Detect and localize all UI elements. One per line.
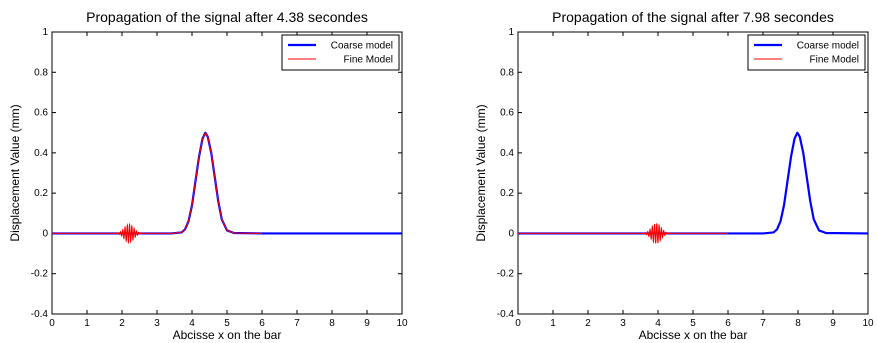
chart-1-legend (281, 34, 400, 71)
chart-1-xtick-label: 0 (49, 318, 55, 329)
chart-1-xtick-label: 5 (224, 318, 230, 329)
chart-1-xtick-label: 8 (329, 318, 335, 329)
chart-1-xtick-label: 2 (119, 318, 125, 329)
chart-left: Propagation of the signal after 4.38 sec… (8, 9, 408, 342)
chart-2-xlabel: Abcisse x on the bar (639, 328, 748, 342)
chart-1-xtick-label: 4 (189, 318, 195, 329)
chart-1-legend-label-2: Fine Model (344, 55, 393, 66)
chart-2-xtick-label: 2 (585, 318, 591, 329)
chart-2-ytick-label: -0.4 (497, 309, 515, 320)
chart-2-ylabel: Displacement Value (mm) (474, 104, 488, 241)
chart-2-plot-area (517, 31, 869, 315)
chart-2-xtick-label: 9 (830, 318, 836, 329)
chart-1-xtick-label: 6 (259, 318, 265, 329)
chart-1-ytick-label: 1 (42, 27, 48, 38)
chart-1-xtick-label: 9 (364, 318, 370, 329)
chart-1-ytick-label: 0.8 (34, 67, 48, 78)
chart-2-xtick-label: 8 (795, 318, 801, 329)
chart-1-ylabel: Displacement Value (mm) (8, 104, 22, 241)
chart-1-legend-label-1: Coarse model (331, 41, 393, 52)
chart-1-ytick-label: 0.4 (34, 148, 48, 159)
chart-1-ytick-label: -0.2 (31, 269, 49, 280)
chart-1-ytick-label: 0.6 (34, 108, 48, 119)
chart-1-series-fine-wave-packet (114, 222, 144, 245)
chart-2-series-fine-wave-packet (641, 223, 672, 244)
chart-1-ytick-label: 0 (42, 228, 48, 239)
chart-2-xtick-label: 0 (515, 318, 521, 329)
chart-2-ytick-label: 0.2 (500, 188, 514, 199)
chart-2-legend-label-2: Fine Model (810, 55, 859, 66)
chart-2-ytick-label: -0.2 (497, 269, 515, 280)
chart-1-xlabel: Abcisse x on the bar (173, 328, 282, 342)
chart-1-series-fine-line (52, 132, 263, 234)
chart-1-xtick-label: 3 (154, 318, 160, 329)
chart-2-ytick-label: 1 (508, 27, 514, 38)
chart-1-xtick-label: 7 (294, 318, 300, 329)
chart-1-xtick-label: 1 (84, 318, 90, 329)
chart-2-xtick-label: 1 (550, 318, 556, 329)
chart-1-plot-area (51, 31, 403, 315)
chart-2-xtick-label: 10 (862, 318, 874, 329)
chart-2-series-group (518, 131, 868, 244)
chart-1-ytick-label: -0.4 (31, 309, 49, 320)
chart-2-ytick-label: 0.8 (500, 67, 514, 78)
chart-2-xtick-label: 7 (760, 318, 766, 329)
chart-2-xtick-label: 6 (725, 318, 731, 329)
chart-2-legend-label-1: Coarse model (797, 41, 859, 52)
chart-1-title: Propagation of the signal after 4.38 sec… (86, 9, 368, 25)
chart-2-xtick-label: 5 (690, 318, 696, 329)
chart-2-title: Propagation of the signal after 7.98 sec… (552, 9, 834, 25)
chart-1-ytick-label: 0.2 (34, 188, 48, 199)
chart-1-series-group (52, 131, 402, 245)
chart-2-xtick-label: 3 (620, 318, 626, 329)
chart-1-xtick-label: 10 (396, 318, 408, 329)
chart-2-legend (747, 34, 866, 71)
chart-right: Propagation of the signal after 7.98 sec… (474, 9, 874, 342)
chart-2-ytick-label: 0.6 (500, 108, 514, 119)
chart-2-series-coarse-line (518, 131, 868, 235)
chart-2-ytick-label: 0 (508, 228, 514, 239)
chart-2-ytick-label: 0.4 (500, 148, 514, 159)
chart-2-xtick-label: 4 (655, 318, 661, 329)
